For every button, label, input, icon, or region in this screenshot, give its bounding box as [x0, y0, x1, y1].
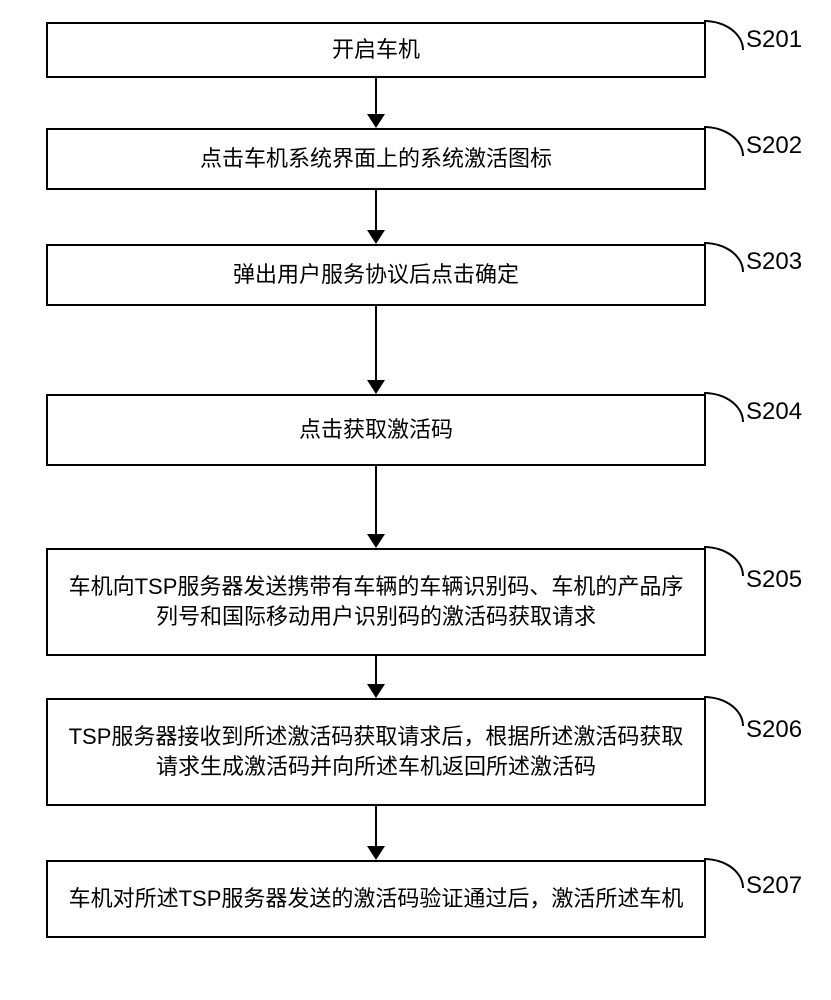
flow-step-label: S202	[746, 132, 802, 160]
flow-step-text: 点击车机系统界面上的系统激活图标	[200, 144, 552, 174]
flow-step-text: 点击获取激活码	[299, 415, 453, 445]
flow-step: TSP服务器接收到所述激活码获取请求后，根据所述激活码获取请求生成激活码并向所述…	[46, 698, 706, 806]
flow-arrow-line	[375, 466, 377, 534]
flow-arrow-head	[367, 684, 385, 698]
flow-arrow-line	[375, 78, 377, 114]
flow-arrow-head	[367, 380, 385, 394]
flow-arrow-line	[375, 806, 377, 846]
label-connector	[704, 696, 744, 726]
flow-step-label: S205	[746, 566, 802, 594]
flow-step-text: 开启车机	[332, 35, 420, 65]
flow-step-label: S206	[746, 716, 802, 744]
label-connector	[704, 242, 744, 272]
flow-arrow-head	[367, 846, 385, 860]
flow-step: 车机对所述TSP服务器发送的激活码验证通过后，激活所述车机	[46, 860, 706, 938]
flow-arrow-line	[375, 190, 377, 230]
label-connector	[704, 20, 744, 50]
flow-step-text: 弹出用户服务协议后点击确定	[233, 260, 519, 290]
flow-step: 点击获取激活码	[46, 394, 706, 466]
flow-step: 点击车机系统界面上的系统激活图标	[46, 128, 706, 190]
label-connector	[704, 858, 744, 888]
label-connector	[704, 392, 744, 422]
flow-step: 车机向TSP服务器发送携带有车辆的车辆识别码、车机的产品序列号和国际移动用户识别…	[46, 548, 706, 656]
flow-step-label: S204	[746, 398, 802, 426]
flow-step-text: 车机对所述TSP服务器发送的激活码验证通过后，激活所述车机	[69, 884, 684, 914]
flow-step-label: S207	[746, 872, 802, 900]
flow-arrow-line	[375, 306, 377, 380]
label-connector	[704, 546, 744, 576]
label-connector	[704, 126, 744, 156]
flow-step: 弹出用户服务协议后点击确定	[46, 244, 706, 306]
flow-step-text: TSP服务器接收到所述激活码获取请求后，根据所述激活码获取请求生成激活码并向所述…	[60, 722, 692, 781]
flow-arrow-head	[367, 114, 385, 128]
flow-arrow-head	[367, 230, 385, 244]
flowchart-canvas: 开启车机 S201 点击车机系统界面上的系统激活图标 S202 弹出用户服务协议后点击确…	[0, 0, 831, 1000]
flow-arrow-head	[367, 534, 385, 548]
flow-step-text: 车机向TSP服务器发送携带有车辆的车辆识别码、车机的产品序列号和国际移动用户识别…	[60, 572, 692, 631]
flow-step-label: S203	[746, 248, 802, 276]
flow-step: 开启车机	[46, 22, 706, 78]
flow-step-label: S201	[746, 26, 802, 54]
flow-arrow-line	[375, 656, 377, 684]
